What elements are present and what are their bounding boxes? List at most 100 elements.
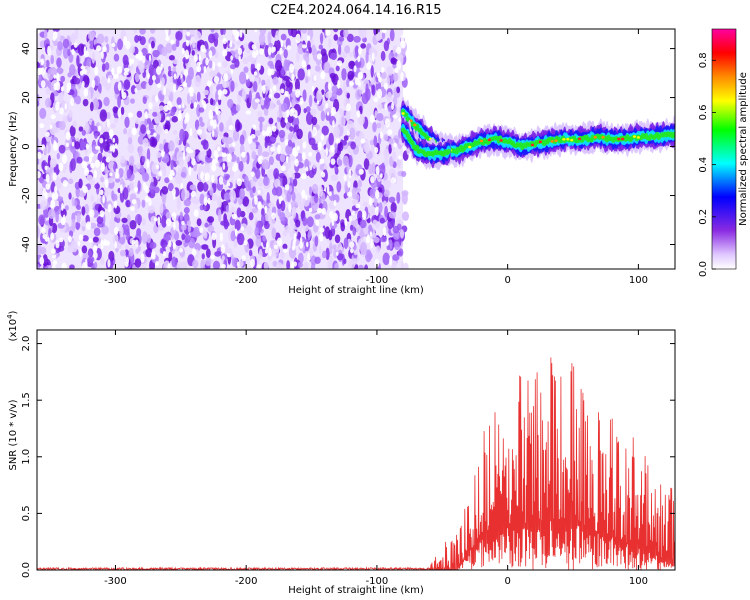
noise-blob xyxy=(179,211,183,221)
noise-blob xyxy=(124,224,130,236)
noise-blob xyxy=(130,45,135,54)
noise-gap xyxy=(254,195,258,205)
noise-gap xyxy=(52,172,57,181)
noise-blob xyxy=(96,33,105,44)
noise-gap xyxy=(123,71,129,76)
noise-blob xyxy=(93,227,101,237)
noise-gap xyxy=(137,51,144,61)
noise-gap xyxy=(210,254,215,260)
noise-blob xyxy=(339,51,348,59)
noise-blob xyxy=(192,148,196,158)
noise-blob xyxy=(203,205,207,211)
noise-blob xyxy=(234,58,240,68)
noise-blob xyxy=(252,186,256,194)
noise-blob xyxy=(77,43,85,56)
noise-blob xyxy=(149,181,155,194)
noise-gap xyxy=(61,262,67,269)
noise-blob xyxy=(211,193,218,202)
noise-gap xyxy=(205,57,209,66)
noise-blob xyxy=(168,65,172,72)
noise-blob xyxy=(386,91,393,103)
noise-gap xyxy=(217,89,223,97)
noise-blob xyxy=(204,257,212,267)
noise-blob xyxy=(348,155,353,168)
noise-gap xyxy=(221,263,226,269)
noise-gap xyxy=(348,169,352,179)
noise-blob xyxy=(141,199,146,208)
signal-hotspot xyxy=(499,139,503,142)
noise-blob xyxy=(333,126,341,138)
noise-gap xyxy=(267,68,273,76)
noise-gap xyxy=(151,251,156,258)
noise-gap xyxy=(384,118,391,128)
noise-gap xyxy=(349,241,355,249)
noise-blob xyxy=(318,44,324,50)
snr-y-ticks: 0.0 0.5 1.0 1.5 2.0 xyxy=(21,336,675,578)
noise-gap xyxy=(211,174,215,184)
noise-blob xyxy=(388,211,397,219)
spectrogram-x-ticks: -300 -200 -100 0 100 xyxy=(104,29,648,286)
noise-gap xyxy=(41,227,46,235)
noise-gap xyxy=(53,74,57,79)
noise-gap xyxy=(217,62,222,67)
noise-gap xyxy=(307,68,311,77)
noise-gap xyxy=(182,103,185,109)
noise-gap xyxy=(171,172,175,177)
noise-blob xyxy=(263,220,270,230)
signal-hotspot xyxy=(621,137,625,141)
noise-gap xyxy=(316,53,322,60)
noise-blob xyxy=(137,180,141,192)
noise-gap xyxy=(73,42,78,48)
noise-blob xyxy=(47,208,56,219)
noise-gap xyxy=(84,167,90,177)
noise-blob xyxy=(199,121,205,127)
noise-gap xyxy=(333,213,338,222)
noise-blob xyxy=(125,199,131,208)
noise-gap xyxy=(353,65,357,73)
noise-gap xyxy=(307,252,311,263)
noise-blob xyxy=(255,130,261,137)
noise-gap xyxy=(227,153,232,163)
noise-blob xyxy=(257,144,263,157)
noise-blob xyxy=(280,102,288,112)
noise-gap xyxy=(274,244,278,250)
noise-blob xyxy=(58,91,64,104)
noise-blob xyxy=(126,169,132,179)
noise-gap xyxy=(305,241,309,248)
noise-gap xyxy=(246,74,249,80)
noise-gap xyxy=(381,29,387,34)
spectrogram-x-label: Height of straight line (km) xyxy=(288,285,424,296)
noise-blob xyxy=(227,160,233,169)
noise-gap xyxy=(256,62,261,71)
noise-gap xyxy=(117,108,121,118)
noise-blob xyxy=(172,58,179,65)
noise-blob xyxy=(107,177,115,184)
noise-gap xyxy=(266,241,269,249)
noise-blob xyxy=(314,256,321,265)
noise-blob xyxy=(349,224,354,231)
noise-gap xyxy=(184,49,190,60)
noise-blob xyxy=(75,221,80,231)
noise-blob xyxy=(331,175,338,181)
noise-blob xyxy=(198,107,205,113)
noise-blob xyxy=(310,108,317,116)
noise-blob xyxy=(134,118,141,125)
noise-blob xyxy=(282,75,290,81)
noise-gap xyxy=(102,194,105,204)
noise-blob xyxy=(62,164,67,174)
noise-blob xyxy=(368,163,374,175)
noise-gap xyxy=(325,102,329,109)
noise-blob xyxy=(208,60,213,69)
noise-gap xyxy=(218,175,224,185)
noise-blob xyxy=(191,49,195,56)
noise-gap xyxy=(47,45,51,56)
signal-hotspot xyxy=(577,137,582,141)
noise-blob xyxy=(223,218,229,230)
noise-blob xyxy=(382,252,390,266)
noise-blob xyxy=(161,215,167,228)
noise-gap xyxy=(335,138,341,144)
noise-blob xyxy=(372,121,377,133)
noise-blob xyxy=(228,115,233,124)
noise-gap xyxy=(172,241,177,250)
noise-blob xyxy=(38,73,42,86)
